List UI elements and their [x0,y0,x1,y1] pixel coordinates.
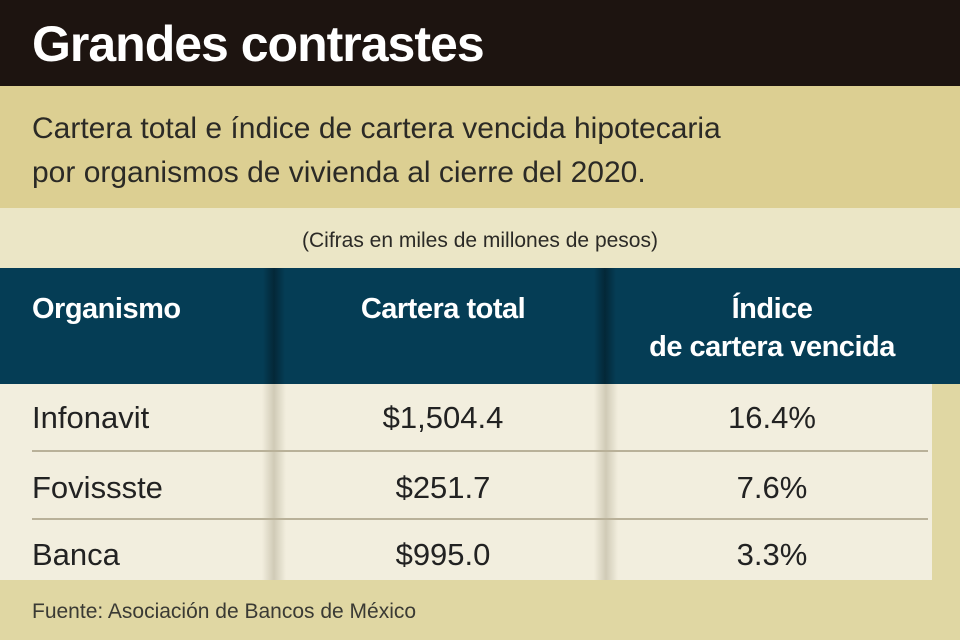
cell-indice-fovissste: 7.6% [736,470,808,505]
table-header-row [0,268,960,384]
source-band [0,580,960,640]
column-header-indice: Índice de cartera vencida [612,290,932,366]
subtitle-band [0,86,960,208]
cell-organismo-infonavit: Infonavit [32,400,150,435]
title-bar [0,0,960,86]
column-header-indice-line-2: de cartera vencida [649,331,895,363]
chart-title: Grandes contrastes [32,16,485,72]
cell-organismo-fovissste: Fovissste [32,470,163,505]
units-note: (Cifras en miles de millones de pesos) [302,229,658,252]
column-header-indice-line-1: Índice [731,293,813,325]
table-body [0,384,932,580]
units-band [0,208,960,268]
cell-indice-banca: 3.3% [736,537,808,572]
cell-organismo-banca: Banca [32,537,120,572]
cell-cartera-fovissste: $251.7 [395,470,491,505]
header-column-divider [594,268,616,384]
source-note: Fuente: Asociación de Bancos de México [32,600,417,623]
header-column-divider [263,268,285,384]
body-column-divider [594,384,618,580]
cell-cartera-infonavit: $1,504.4 [382,400,504,435]
column-header-organismo: Organismo [32,293,181,325]
row-divider [32,450,928,452]
chart-subtitle: Cartera total e índice de cartera vencid… [32,107,932,195]
body-column-divider [262,384,286,580]
subtitle-line-1: Cartera total e índice de cartera vencid… [32,112,721,145]
column-header-cartera-total: Cartera total [360,293,526,325]
cell-cartera-banca: $995.0 [395,537,491,572]
cell-indice-infonavit: 16.4% [728,400,816,435]
row-divider [32,518,928,520]
subtitle-line-2: por organismos de vivienda al cierre del… [32,156,646,189]
